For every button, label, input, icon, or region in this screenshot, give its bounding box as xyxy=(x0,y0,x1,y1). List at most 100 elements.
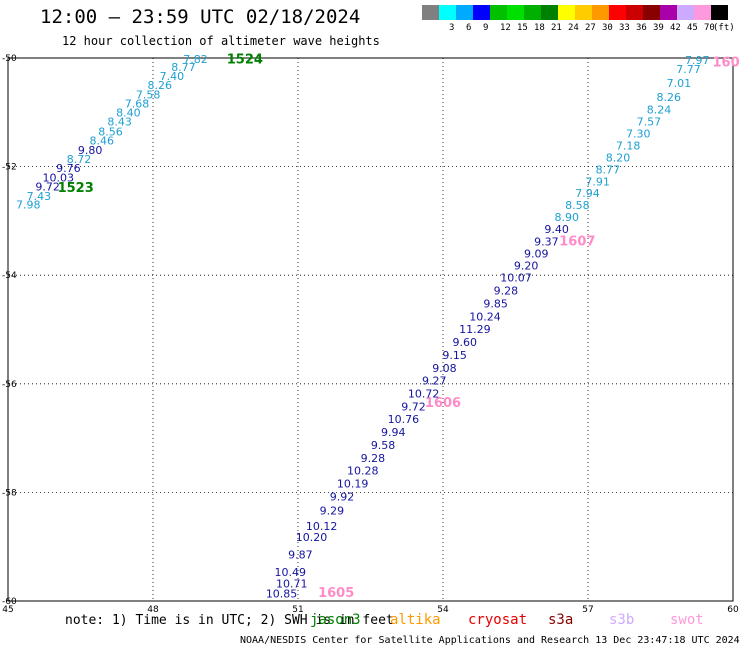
wave-height-label: 7.43 xyxy=(27,190,52,203)
legend-label: 39 xyxy=(653,23,664,33)
wave-height-label: 8.26 xyxy=(148,79,173,92)
wave-height-label: 9.85 xyxy=(483,297,508,310)
lat-tick-label: -58 xyxy=(2,488,17,498)
wave-height-label: 11.29 xyxy=(459,323,491,336)
satellite-altika: altika xyxy=(390,612,441,628)
wave-height-label: 9.40 xyxy=(544,223,569,236)
wave-height-label: 9.94 xyxy=(381,426,406,439)
satellite-jason3: jason3 xyxy=(310,612,361,628)
wave-height-label: 8.46 xyxy=(90,135,115,148)
wave-height-label: 9.20 xyxy=(514,259,539,272)
wave-height-label: 10.19 xyxy=(337,478,369,491)
legend-swatch xyxy=(711,5,728,20)
wave-height-label: 7.77 xyxy=(676,63,701,76)
lat-tick-label: -52 xyxy=(2,163,17,173)
track-time-label: 1523 xyxy=(58,181,94,196)
wave-height-label: 7.30 xyxy=(626,127,651,140)
wave-height-label: 10.07 xyxy=(500,271,532,284)
lon-tick-label: 60 xyxy=(727,605,739,615)
wave-height-label: 7.01 xyxy=(667,77,692,90)
wave-height-label: 9.80 xyxy=(78,144,103,157)
wave-height-label: 9.72 xyxy=(35,181,60,194)
legend-label: 6 xyxy=(466,23,472,33)
lat-tick-label: -54 xyxy=(2,271,17,281)
satellite-s3a: s3a xyxy=(548,612,574,628)
legend-swatch xyxy=(558,5,575,20)
wave-height-label: 8.26 xyxy=(656,91,681,104)
legend-swatch xyxy=(677,5,694,20)
wave-height-label: 7.57 xyxy=(637,116,662,129)
map-grid xyxy=(8,58,733,601)
wave-height-label: 8.40 xyxy=(116,106,141,119)
lat-tick-label: -56 xyxy=(2,380,17,390)
legend-label: 27 xyxy=(585,23,596,33)
wave-height-label: 8.72 xyxy=(67,153,92,166)
wave-height-label: 8.20 xyxy=(606,151,631,164)
lon-tick-label: 45 xyxy=(2,605,13,615)
wave-height-label: 10.72 xyxy=(408,388,440,401)
legend-label: 21 xyxy=(551,23,562,33)
lon-tick-label: 57 xyxy=(582,605,593,615)
wave-height-label: 10.71 xyxy=(276,578,308,591)
legend-swatch xyxy=(490,5,507,20)
legend-swatch xyxy=(694,5,711,20)
wave-height-label: 8.77 xyxy=(171,61,196,74)
legend-label: 9 xyxy=(483,23,489,33)
wave-height-label: 9.29 xyxy=(320,504,345,517)
wave-height-label: 7.91 xyxy=(585,175,610,188)
wave-height-label: 10.85 xyxy=(266,587,298,600)
legend-swatch xyxy=(456,5,473,20)
wave-height-readings: 7.987.439.7210.039.768.729.808.468.568.4… xyxy=(16,53,740,601)
wave-height-label: 8.24 xyxy=(647,104,672,117)
wave-height-label: 9.76 xyxy=(56,162,81,175)
wave-height-label: 9.58 xyxy=(371,439,396,452)
wave-height-label: 10.20 xyxy=(296,531,328,544)
wave-height-label: 9.87 xyxy=(288,548,313,561)
track-time-label: 1608 xyxy=(712,55,740,70)
wave-height-label: 10.49 xyxy=(275,566,307,579)
page-title: 12:00 — 23:59 UTC 02/18/2024 xyxy=(40,6,361,28)
legend-label: 33 xyxy=(619,23,630,33)
track-time-label: 1605 xyxy=(318,586,354,601)
wave-height-label: 7.98 xyxy=(16,199,41,212)
wave-height-label: 7.58 xyxy=(136,88,161,101)
wave-height-label: 9.28 xyxy=(494,284,519,297)
lon-tick-label: 51 xyxy=(292,605,303,615)
wave-height-label: 8.58 xyxy=(565,199,590,212)
wave-height-label: 7.18 xyxy=(616,139,641,152)
wave-height-label: 7.68 xyxy=(125,98,150,111)
satellite-s3b: s3b xyxy=(609,612,635,628)
legend-swatch xyxy=(660,5,677,20)
wave-height-label: 9.09 xyxy=(524,247,549,260)
map-tick-labels: 45 48 51 54 57 60 -50 -52 -54 -56 -58 -60 xyxy=(2,54,739,615)
legend-label: 42 xyxy=(670,23,681,33)
wave-height-label: 8.43 xyxy=(107,116,132,129)
legend-label: 30 xyxy=(602,23,613,33)
wave-height-label: 7.97 xyxy=(685,54,710,67)
track-time-label: 1607 xyxy=(559,235,595,250)
legend-swatch xyxy=(541,5,558,20)
lon-tick-label: 54 xyxy=(437,605,449,615)
wave-height-label: 9.60 xyxy=(453,336,478,349)
legend-swatch xyxy=(626,5,643,20)
wave-height-label: 8.56 xyxy=(98,125,123,138)
legend-unit: (ft) xyxy=(713,23,735,33)
wave-height-label: 7.40 xyxy=(160,70,185,83)
wave-height-label: 9.15 xyxy=(442,349,467,362)
legend-swatch xyxy=(507,5,524,20)
legend-swatch xyxy=(422,5,439,20)
wave-height-label: 8.90 xyxy=(554,211,579,224)
lon-tick-label: 48 xyxy=(147,605,159,615)
track-time-label: 1524 xyxy=(227,53,263,68)
legend-label: 3 xyxy=(449,23,455,33)
satellite-cryosat: cryosat xyxy=(468,612,528,628)
legend-swatch xyxy=(473,5,490,20)
wave-height-label: 9.72 xyxy=(401,401,426,414)
legend-label: 45 xyxy=(687,23,698,33)
wave-height-label: 7.94 xyxy=(575,187,600,200)
legend-label: 36 xyxy=(636,23,647,33)
legend-label: 12 xyxy=(500,23,511,33)
track-time-label: 1606 xyxy=(425,396,461,411)
legend-swatch xyxy=(592,5,609,20)
